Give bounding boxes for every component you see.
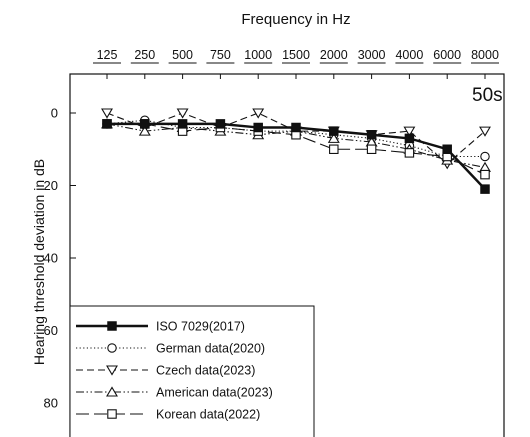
series-0-point-0 [102, 119, 112, 129]
y-tick-label-20: 20 [44, 178, 58, 193]
x-tick-label-125: 125 [97, 48, 118, 62]
series-0-point-9 [442, 144, 452, 155]
series-4-point-10 [480, 169, 490, 180]
series-0 [102, 119, 490, 194]
y-tick-label-40: 40 [44, 251, 58, 266]
legend-label-2: Czech data(2023) [156, 364, 255, 378]
series-0-point-2 [177, 119, 188, 129]
x-tick-label-8000: 8000 [471, 48, 499, 62]
series-0-point-7 [366, 130, 377, 140]
series-0-point-4 [253, 122, 263, 133]
series-2-point-4 [252, 108, 265, 119]
legend: ISO 7029(2017) German data(2020) Czech dat… [69, 305, 315, 437]
x-tick-label-1000: 1000 [244, 48, 272, 62]
y-tick-label-80: 80 [44, 396, 58, 411]
series-2-point-10 [479, 126, 491, 137]
series-0-point-1 [140, 119, 150, 129]
y-axis-label: Hearing threshold deviation in dB [31, 159, 47, 365]
legend-marker-3 [106, 386, 118, 397]
series-1-point-10 [480, 151, 490, 162]
series-2-point-0 [101, 108, 113, 119]
x-tick-label-500: 500 [172, 48, 193, 62]
series-0-point-3 [215, 119, 226, 129]
legend-label-0: ISO 7029(2017) [156, 320, 245, 334]
plot-area: 125 250 500 750 1000 1500 2000 3000 4000 6000 8000… [44, 48, 505, 437]
legend-label-1: German data(2020) [156, 342, 265, 356]
series-4-point-6 [329, 144, 339, 155]
x-tick-label-4000: 4000 [395, 48, 423, 62]
x-tick-label-1500: 1500 [282, 48, 310, 62]
x-tick-label-6000: 6000 [433, 48, 461, 62]
series-4-point-8 [404, 148, 415, 158]
x-tick-label-750: 750 [210, 48, 231, 62]
series-line-1 [106, 119, 485, 158]
legend-marker-2 [106, 365, 118, 376]
series-0-point-8 [404, 133, 415, 144]
legend-marker-1 [107, 343, 117, 353]
legend-label-3: American data(2023) [156, 386, 273, 400]
legend-marker-4 [107, 409, 117, 419]
series-3-point-6 [327, 132, 340, 143]
series-4-point-7 [366, 144, 377, 155]
series-0-point-5 [291, 122, 301, 133]
panel-label: 50s [472, 85, 503, 106]
series-0-point-10 [480, 184, 490, 194]
series-3-point-1 [138, 125, 151, 136]
legend-label-4: Korean data(2022) [156, 408, 260, 422]
legend-marker-0 [107, 321, 117, 331]
chart-title: Frequency in Hz [241, 11, 350, 28]
y-tick-label-0: 0 [51, 106, 58, 121]
y-tick-label-60: 60 [44, 323, 58, 338]
x-tick-label-2000: 2000 [320, 48, 348, 62]
series-0-point-6 [329, 126, 339, 136]
x-tick-label-250: 250 [134, 48, 155, 62]
series-2-point-2 [176, 108, 189, 119]
series-2-point-8 [403, 126, 416, 137]
x-tick-label-3000: 3000 [358, 48, 386, 62]
